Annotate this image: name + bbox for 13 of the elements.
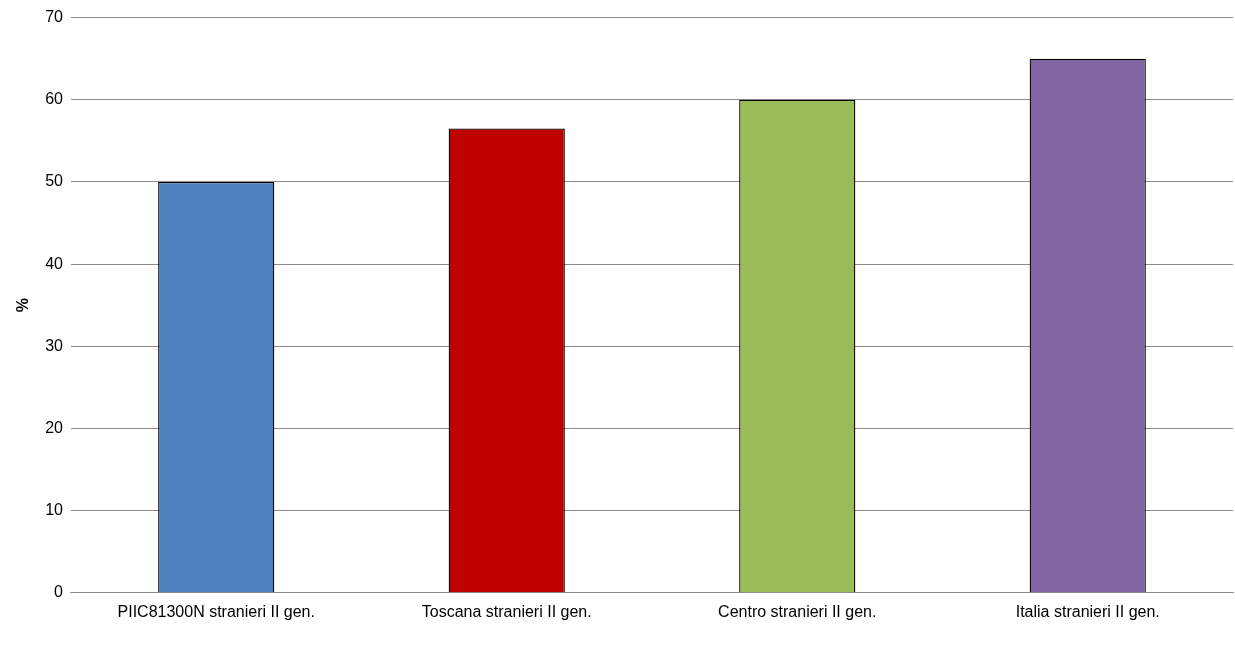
y-tick-label: 10 — [45, 501, 64, 519]
x-tick-label: Centro stranieri II gen. — [718, 602, 877, 620]
y-tick-label: 30 — [45, 336, 64, 354]
y-tick-label: 0 — [54, 583, 64, 601]
x-tick-label: Toscana stranieri II gen. — [421, 602, 592, 620]
x-tick-label: PIIC81300N stranieri II gen. — [117, 602, 315, 620]
y-axis-title: % — [14, 298, 32, 313]
y-tick-label: 40 — [45, 254, 64, 272]
y-tick-label: 70 — [45, 8, 64, 26]
y-tick-label: 20 — [45, 418, 64, 436]
x-tick-label: Italia stranieri II gen. — [1015, 602, 1160, 620]
y-tick-label: 60 — [45, 90, 64, 108]
y-tick-label: 50 — [45, 172, 64, 190]
